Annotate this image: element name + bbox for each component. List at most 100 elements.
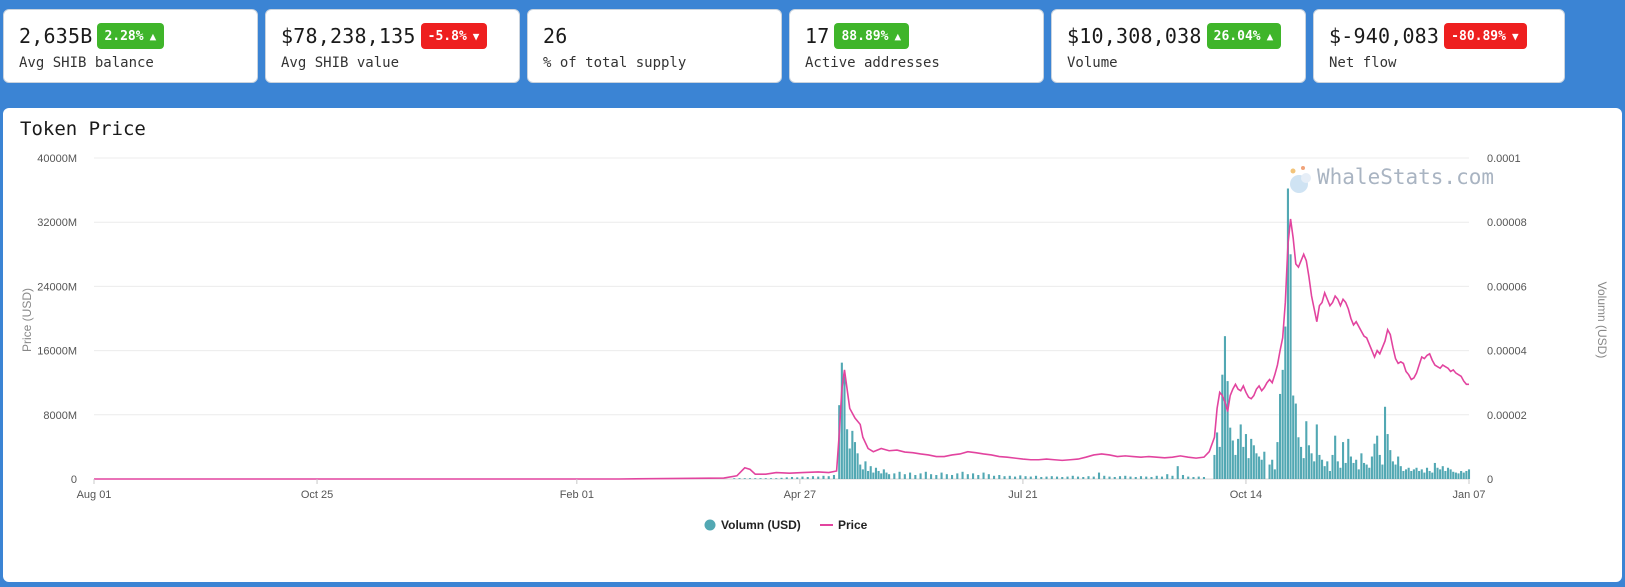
volume-bar[interactable] [993, 475, 996, 479]
volume-bar[interactable] [796, 477, 799, 479]
volume-bar[interactable] [1391, 461, 1394, 479]
volume-bar[interactable] [1242, 446, 1245, 479]
volume-bar[interactable] [1050, 476, 1053, 479]
volume-bar[interactable] [1221, 374, 1224, 479]
volume-bar[interactable] [1097, 472, 1101, 479]
volume-bar[interactable] [882, 469, 885, 479]
volume-bar[interactable] [935, 474, 938, 479]
volume-bar[interactable] [945, 474, 948, 479]
volume-bar[interactable] [1339, 467, 1342, 479]
volume-bar[interactable] [919, 473, 922, 479]
volume-bar[interactable] [1465, 470, 1468, 479]
volume-bar[interactable] [924, 471, 927, 479]
volume-bar[interactable] [1297, 437, 1300, 479]
volume-bar[interactable] [1423, 472, 1426, 479]
volume-bar[interactable] [867, 470, 870, 479]
volume-bar[interactable] [1092, 476, 1095, 479]
volume-bar[interactable] [951, 474, 954, 479]
volume-bar[interactable] [1376, 435, 1379, 479]
volume-bar[interactable] [1281, 369, 1284, 479]
volume-bar[interactable] [1446, 467, 1450, 479]
volume-bar[interactable] [1428, 470, 1431, 479]
volume-bar[interactable] [930, 474, 933, 479]
volume-bar[interactable] [1082, 476, 1085, 479]
volume-bar[interactable] [872, 472, 875, 479]
volume-bar[interactable] [987, 474, 990, 479]
volume-bar[interactable] [1258, 456, 1261, 479]
volume-bar[interactable] [1307, 445, 1310, 479]
volume-bar[interactable] [1410, 470, 1413, 479]
volume-bar[interactable] [885, 472, 888, 479]
volume-bar[interactable] [903, 474, 906, 479]
volume-bar[interactable] [817, 476, 820, 479]
volume-bar[interactable] [1268, 464, 1271, 479]
volume-bar[interactable] [1344, 462, 1347, 479]
volume-bar[interactable] [1467, 469, 1471, 479]
volume-bar[interactable] [1226, 381, 1229, 479]
volume-bar[interactable] [853, 442, 857, 479]
volume-bar[interactable] [790, 476, 794, 479]
volume-bar[interactable] [1318, 454, 1321, 479]
volume-bar[interactable] [914, 474, 917, 479]
volume-bar[interactable] [1160, 476, 1164, 479]
volume-bar[interactable] [877, 470, 880, 479]
volume-bar[interactable] [909, 472, 912, 479]
volume-bar[interactable] [1187, 476, 1190, 479]
volume-bar[interactable] [1441, 466, 1444, 479]
volume-bar[interactable] [1286, 188, 1289, 480]
volume-bar[interactable] [966, 474, 969, 479]
volume-bar[interactable] [1171, 475, 1174, 479]
volume-bar[interactable] [1412, 469, 1415, 479]
volume-bar[interactable] [940, 472, 943, 479]
volume-bar[interactable] [1155, 475, 1158, 479]
volume-bar[interactable] [1244, 434, 1248, 479]
volume-bar[interactable] [1362, 462, 1366, 479]
volume-bar[interactable] [1425, 467, 1429, 479]
volume-bar[interactable] [1103, 475, 1106, 479]
volume-bar[interactable] [961, 471, 964, 479]
volume-bar[interactable] [998, 474, 1001, 479]
volume-bar[interactable] [1176, 466, 1179, 479]
volume-bar[interactable] [880, 473, 883, 479]
volume-bar[interactable] [1349, 456, 1352, 479]
volume-bar[interactable] [1381, 464, 1384, 479]
volume-bar[interactable] [893, 473, 896, 479]
volume-bar[interactable] [1357, 469, 1360, 479]
volume-bar[interactable] [864, 461, 867, 479]
volume-bar[interactable] [1292, 395, 1295, 479]
volume-bar[interactable] [1323, 466, 1326, 479]
volume-bar[interactable] [846, 429, 849, 479]
volume-bar[interactable] [1192, 476, 1195, 479]
volume-bar[interactable] [1420, 469, 1423, 479]
volume-bar[interactable] [1045, 476, 1048, 479]
volume-bar[interactable] [748, 478, 752, 479]
volume-bar[interactable] [832, 474, 836, 479]
volume-bar[interactable] [1315, 424, 1318, 479]
volume-bar[interactable] [764, 478, 767, 479]
volume-bar[interactable] [743, 478, 746, 479]
volume-bar[interactable] [1029, 476, 1032, 479]
volume-bar[interactable] [1134, 476, 1137, 479]
volume-bar[interactable] [1231, 440, 1234, 479]
volume-bar[interactable] [1399, 466, 1402, 479]
volume-bar[interactable] [1378, 454, 1381, 479]
volume-bar[interactable] [1402, 470, 1405, 479]
volume-bar[interactable] [1305, 421, 1308, 479]
volume-bar[interactable] [1355, 459, 1358, 479]
volume-bar[interactable] [861, 469, 864, 479]
volume-bar[interactable] [1321, 459, 1324, 479]
volume-bar[interactable] [1129, 476, 1132, 479]
volume-bar[interactable] [1452, 471, 1455, 479]
volume-bar[interactable] [1061, 476, 1064, 479]
volume-bar[interactable] [1055, 476, 1059, 479]
volume-bar[interactable] [811, 476, 815, 479]
legend[interactable]: Volumn (USD) Price [704, 518, 868, 532]
volume-bar[interactable] [1273, 469, 1276, 479]
volume-bar[interactable] [1462, 472, 1465, 479]
volume-bar[interactable] [1034, 475, 1038, 479]
volume-bar[interactable] [874, 467, 878, 479]
volume-bar[interactable] [1279, 393, 1282, 479]
volume-bar[interactable] [1444, 470, 1447, 479]
volume-bar[interactable] [1166, 474, 1169, 479]
volume-bar[interactable] [869, 466, 872, 479]
